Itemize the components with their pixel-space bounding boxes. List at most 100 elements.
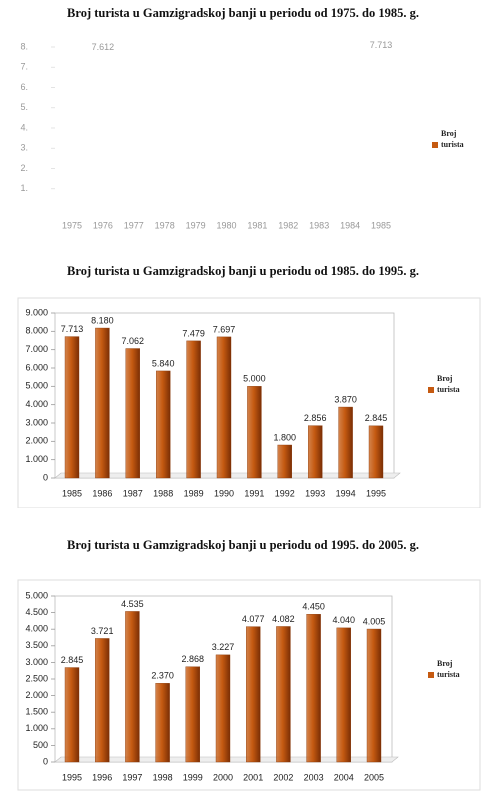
- bar: [125, 348, 141, 479]
- bar: [125, 611, 140, 763]
- x-tick-label: 1996: [92, 772, 112, 782]
- y-tick-label: 1.500: [25, 707, 48, 717]
- bar: [95, 327, 110, 479]
- x-tick-label: 2003: [304, 772, 324, 782]
- y-tick-label: 1.000: [25, 723, 48, 733]
- legend-label: Broj turista: [441, 129, 464, 149]
- y-tick-label: 8.000: [25, 326, 48, 336]
- x-tick-label: 1994: [336, 488, 356, 498]
- y-tick-label: 7.000: [25, 344, 48, 354]
- y-tick-label: 5.000: [25, 381, 48, 391]
- y-tick-label: 4.000: [25, 399, 48, 409]
- y-tick-label: 7.: [20, 62, 28, 72]
- x-tick-label: 1987: [123, 488, 143, 498]
- legend-label: Broj turista: [437, 374, 460, 394]
- y-tick-label: 3.500: [25, 640, 48, 650]
- y-tick-label: 8.: [20, 41, 28, 51]
- y-tick-label: 0: [43, 472, 48, 482]
- bar: [308, 425, 323, 479]
- data-label: 2.370: [151, 671, 174, 681]
- y-tick-label: 9.000: [25, 307, 48, 317]
- x-tick-label: 2001: [243, 772, 263, 782]
- y-tick-label: 6.000: [25, 362, 48, 372]
- data-label: 4.077: [242, 614, 265, 624]
- y-tick-label: 3.000: [25, 657, 48, 667]
- data-label: 2.845: [365, 413, 388, 423]
- x-tick-label: 1989: [184, 488, 204, 498]
- bar: [336, 627, 351, 763]
- x-tick-label: 2005: [364, 772, 384, 782]
- y-tick-label: 1.: [20, 183, 28, 193]
- x-tick-label: 1986: [92, 488, 112, 498]
- bar: [277, 444, 292, 479]
- x-tick-label: 1985: [371, 220, 391, 230]
- data-label: 3.721: [91, 626, 114, 636]
- y-tick-label: 1.000: [25, 454, 48, 464]
- chart-title: Broj turista u Gamzigradskoj banji u per…: [67, 538, 419, 552]
- data-label: 3.227: [212, 642, 235, 652]
- x-tick-label: 1995: [62, 772, 82, 782]
- chart-title: Broj turista u Gamzigradskoj banji u per…: [67, 264, 419, 278]
- x-tick-label: 1980: [216, 220, 236, 230]
- legend-item: Broj turista: [428, 373, 465, 395]
- legend-label: Broj turista: [437, 659, 460, 679]
- bar: [215, 654, 231, 763]
- x-tick-label: 1981: [247, 220, 267, 230]
- legend-swatch: [428, 387, 434, 393]
- data-label: 7.713: [370, 40, 393, 50]
- chart-frame: [17, 297, 481, 508]
- y-tick-label: 500: [33, 740, 48, 750]
- bar: [186, 340, 201, 479]
- y-tick-label: 5.000: [25, 590, 48, 600]
- y-tick-label: 5.: [20, 102, 28, 112]
- x-tick-label: 1984: [340, 220, 360, 230]
- y-tick-label: 2.000: [25, 436, 48, 446]
- bar: [276, 626, 291, 763]
- x-tick-label: 2000: [213, 772, 233, 782]
- data-label: 4.005: [363, 616, 386, 626]
- x-tick-label: 1979: [186, 220, 206, 230]
- y-tick-label: 0: [43, 756, 48, 766]
- bar: [366, 628, 382, 763]
- bar: [155, 683, 170, 763]
- y-tick-label: 4.500: [25, 607, 48, 617]
- x-tick-label: 1999: [183, 772, 203, 782]
- data-label: 8.180: [91, 315, 114, 325]
- y-tick-label: 2.: [20, 163, 28, 173]
- x-tick-label: 2004: [334, 772, 354, 782]
- data-label: 4.040: [333, 615, 356, 625]
- data-label: 7.713: [61, 324, 84, 334]
- y-tick-label: 2.000: [25, 690, 48, 700]
- x-tick-label: 1997: [122, 772, 142, 782]
- bar: [306, 614, 321, 763]
- y-tick-label: 4.000: [25, 624, 48, 634]
- chart: Broj turista u Gamzigradskoj banji u per…: [17, 538, 481, 791]
- data-label: 4.082: [272, 614, 295, 624]
- bar: [247, 386, 262, 479]
- data-label: 2.868: [182, 654, 205, 664]
- bar: [94, 638, 110, 763]
- data-label: 2.845: [61, 655, 84, 665]
- x-tick-label: 1988: [153, 488, 173, 498]
- chart-title: Broj turista u Gamzigradskoj banji u per…: [67, 6, 419, 20]
- x-tick-label: 1975: [62, 220, 82, 230]
- data-label: 4.535: [121, 599, 144, 609]
- x-tick-label: 1992: [275, 488, 295, 498]
- bar: [216, 336, 232, 479]
- x-tick-label: 1995: [366, 488, 386, 498]
- data-label: 7.062: [122, 336, 145, 346]
- bar: [368, 425, 384, 479]
- data-label: 7.612: [92, 42, 115, 52]
- y-tick-label: 4.: [20, 122, 28, 132]
- x-tick-label: 1978: [155, 220, 175, 230]
- legend-swatch: [428, 672, 434, 678]
- x-tick-label: 1993: [305, 488, 325, 498]
- bar: [64, 336, 80, 479]
- chart-frame: [17, 579, 481, 791]
- data-label: 7.697: [213, 324, 236, 334]
- x-tick-label: 1991: [244, 488, 264, 498]
- x-tick-label: 1976: [93, 220, 113, 230]
- legend-item: Broj turista: [428, 658, 465, 680]
- data-label: 2.856: [304, 413, 327, 423]
